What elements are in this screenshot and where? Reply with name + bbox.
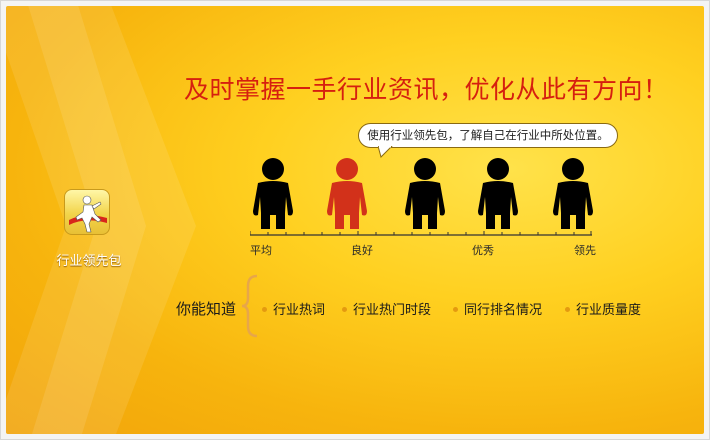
you-can-know-title: 你能知道 [176,300,237,318]
bullet-dot-icon [453,307,458,312]
speech-bubble: 使用行业领先包，了解自己在行业中所处位置。 [358,123,618,148]
speech-bubble-tail [378,146,393,158]
level-label-leading: 领先 [574,244,596,257]
bullet-dot-icon [565,307,570,312]
person-figure-4 [478,158,518,229]
level-label-average: 平均 [250,244,272,257]
level-axis [250,231,592,236]
people-figures [253,158,593,229]
product-name-label[interactable]: 行业领先包 [56,254,122,269]
runner-icon [69,195,107,233]
crossing-finish-line-icon[interactable] [64,189,110,235]
feature-item-quality-score: 行业质量度 [565,299,641,318]
feature-item-hot-time-periods: 行业热门时段 [342,299,431,318]
curly-brace-decoration [241,274,258,338]
level-label-good: 良好 [351,244,373,257]
level-label-excellent: 优秀 [472,244,494,257]
headline: 及时掌握一手行业资讯，优化从此有方向！ [184,75,669,104]
bullet-dot-icon [342,307,347,312]
person-figure-3 [405,158,445,229]
bullet-dot-icon [262,307,267,312]
promo-banner: 及时掌握一手行业资讯，优化从此有方向！ 使用行业领先包，了解自己在行业中所处位置… [6,6,704,434]
person-figure-2 [327,158,367,229]
feature-item-industry-hot-words: 行业热词 [262,299,325,318]
person-figure-1 [253,158,293,229]
person-figure-5 [553,158,593,229]
feature-item-peer-ranking: 同行排名情况 [453,299,542,318]
